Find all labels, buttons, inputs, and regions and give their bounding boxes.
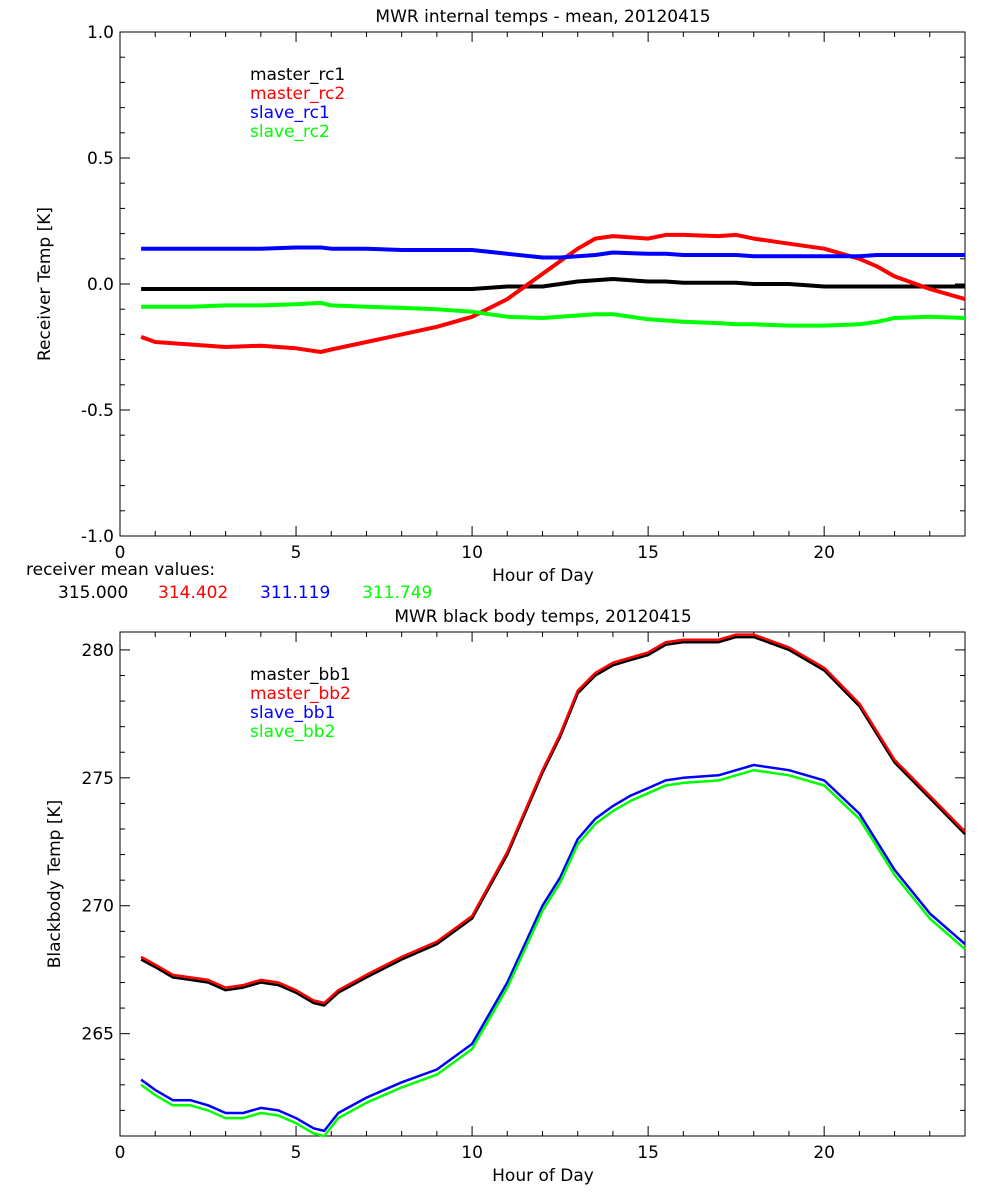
y-tick-label: -0.5 (81, 401, 114, 421)
y-tick-label: 0.5 (87, 149, 114, 169)
x-tick-label: 15 (637, 1143, 659, 1163)
legend-entry: slave_bb2 (250, 722, 335, 742)
x-tick-label: 5 (291, 1143, 302, 1163)
y-tick-label: 275 (82, 769, 114, 789)
y-tick-label: -1.0 (81, 527, 114, 547)
x-tick-label: 10 (461, 1143, 483, 1163)
receiver-mean-value: 315.000 (58, 583, 128, 603)
y-tick-label: 265 (82, 1025, 114, 1045)
y-tick-label: 270 (82, 897, 114, 917)
x-axis-label: Hour of Day (492, 1166, 594, 1186)
legend-entry: master_bb1 (250, 665, 351, 685)
plot-frame (119, 631, 966, 1137)
x-tick-label: 10 (461, 543, 483, 563)
receiver-mean-caption: receiver mean values: (26, 560, 215, 580)
series-lines (140, 633, 966, 1138)
x-tick-label: 15 (637, 543, 659, 563)
x-axis-label: Hour of Day (492, 566, 594, 586)
receiver-mean-value: 311.749 (362, 583, 432, 603)
axis-ticks: 0 5 10 15 20 265 270 275 280 (82, 632, 966, 1163)
chart-title: MWR black body temps, 20120415 (394, 607, 691, 627)
legend-entry: slave_rc2 (250, 122, 330, 142)
y-tick-label: 0.0 (87, 275, 114, 295)
series-line-slave_bb1 (140, 763, 966, 1133)
y-tick-label: 1.0 (87, 23, 114, 43)
legend-entry: master_bb2 (250, 684, 351, 704)
series-line-master_bb2 (140, 633, 966, 1005)
y-tick-label: 280 (82, 641, 114, 661)
blackbody-temp-chart: MWR black body temps, 20120415 0 5 10 15 20 2… (45, 607, 966, 1186)
legend-entry: master_rc2 (250, 84, 345, 104)
series-line-master_rc1 (141, 277, 965, 291)
y-axis-label: Receiver Temp [K] (35, 207, 55, 361)
x-tick-label: 0 (115, 543, 126, 563)
receiver-mean-value: 311.119 (260, 583, 330, 603)
series-line-master_rc2 (140, 232, 966, 354)
chart-title: MWR internal temps - mean, 20120415 (375, 7, 710, 27)
x-tick-label: 5 (291, 543, 302, 563)
legend-entry: master_rc1 (250, 65, 345, 85)
plot-frame (119, 31, 966, 537)
x-tick-label: 20 (813, 543, 835, 563)
y-axis-label: Blackbody Temp [K] (45, 800, 65, 969)
receiver-mean-value: 314.402 (158, 583, 228, 603)
series-line-slave_rc1 (141, 245, 965, 260)
axis-ticks: 0 5 10 15 20 -1.0 -0.5 0.0 0.5 1.0 (81, 23, 966, 563)
legend-entry: slave_rc1 (250, 103, 330, 123)
series-lines (140, 232, 966, 354)
x-tick-label: 0 (115, 1143, 126, 1163)
receiver-temp-chart: MWR internal temps - mean, 20120415 0 5 10… (26, 7, 966, 603)
x-tick-label: 20 (813, 1143, 835, 1163)
series-line-slave_bb2 (140, 768, 966, 1138)
receiver-mean-values: 315.000 314.402 311.119 311.749 (58, 583, 432, 603)
legend-entry: slave_bb1 (250, 703, 335, 723)
series-line-slave_rc2 (141, 300, 966, 328)
